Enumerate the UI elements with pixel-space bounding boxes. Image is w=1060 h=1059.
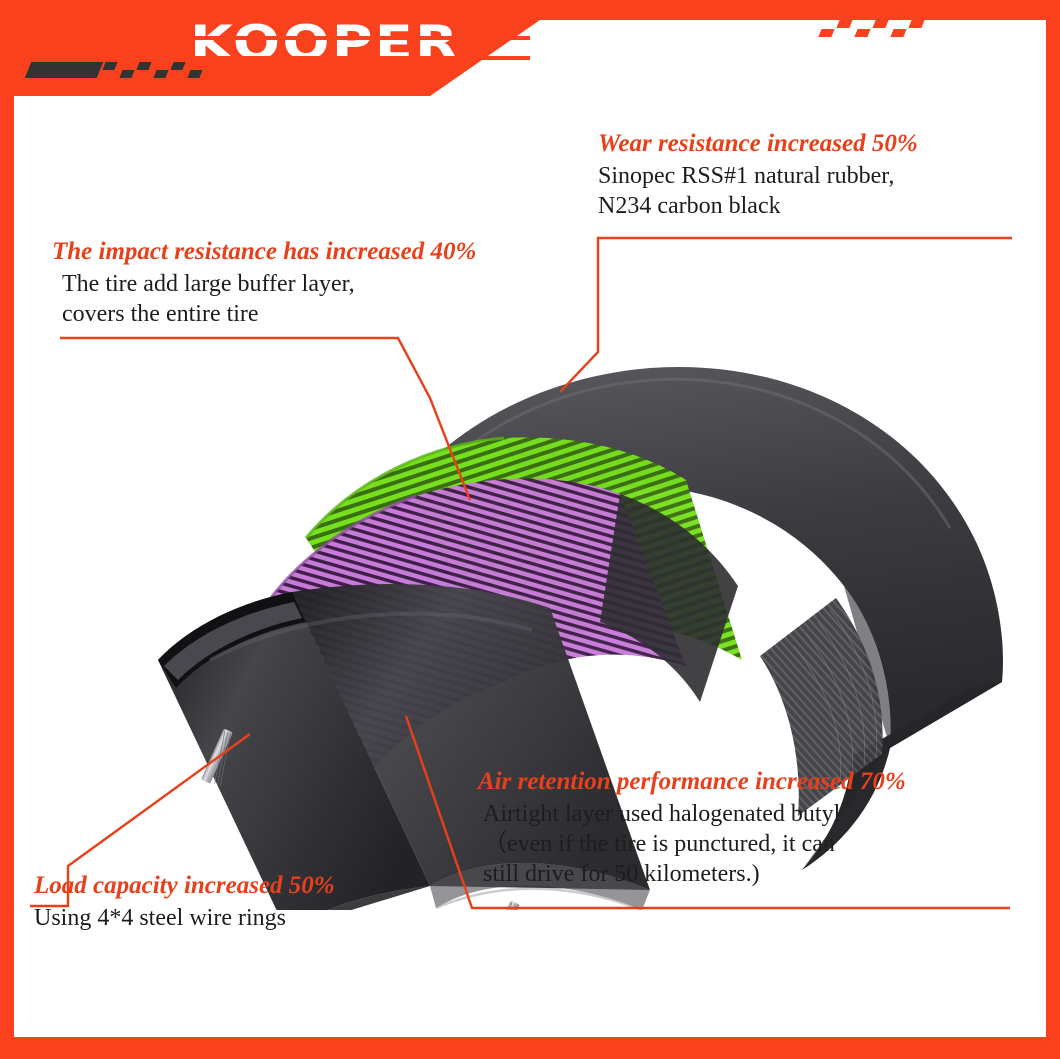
header-diagonal-cut — [430, 20, 1046, 96]
header-banner: KOOPER — [0, 0, 1060, 96]
callout-body-line: （even if the tire is punctured, it can — [483, 831, 835, 858]
callout-body-line: covers the entire tire — [62, 301, 259, 328]
callout-impact-resistance: The impact resistance has increased 40% … — [52, 238, 476, 329]
callout-body-line: Sinopec RSS#1 natural rubber, — [598, 163, 895, 189]
callout-body-line: N234 carbon black — [598, 193, 781, 220]
logo-slash-lower — [190, 55, 530, 60]
callout-body-line: Airtight layer used halogenated butyl — [483, 801, 841, 827]
callout-body: Airtight layer used halogenated butyl （e… — [483, 799, 906, 890]
callout-body-line: The tire add large buffer layer, — [62, 271, 355, 297]
callout-body: The tire add large buffer layer, covers … — [62, 269, 476, 329]
callout-heading: Air retention performance increased 70% — [478, 768, 906, 795]
callout-wear-resistance: Wear resistance increased 50% Sinopec RS… — [598, 130, 918, 221]
checkered-flag-icon — [738, 20, 962, 48]
brand-logo: KOOPER — [190, 14, 530, 72]
callout-heading: Wear resistance increased 50% — [598, 130, 918, 157]
logo-slash-upper — [190, 35, 530, 40]
callout-air-retention: Air retention performance increased 70% … — [478, 768, 906, 890]
checkered-flag-icon — [24, 62, 218, 88]
callout-body-line: Using 4*4 steel wire rings — [34, 905, 286, 931]
page-border-right — [1046, 0, 1060, 1059]
steel-wire-ring — [486, 901, 520, 910]
callout-body: Using 4*4 steel wire rings — [34, 903, 335, 933]
callout-body-line: still drive for 50 kilometers.) — [483, 861, 760, 888]
callout-heading: Load capacity increased 50% — [34, 872, 335, 899]
callout-load-capacity: Load capacity increased 50% Using 4*4 st… — [34, 872, 335, 933]
page-border-left — [0, 0, 14, 1059]
callout-heading: The impact resistance has increased 40% — [52, 238, 477, 265]
page-border-bottom — [0, 1037, 1060, 1059]
callout-body: Sinopec RSS#1 natural rubber, N234 carbo… — [598, 161, 918, 221]
sidewall-rubber — [158, 592, 430, 910]
